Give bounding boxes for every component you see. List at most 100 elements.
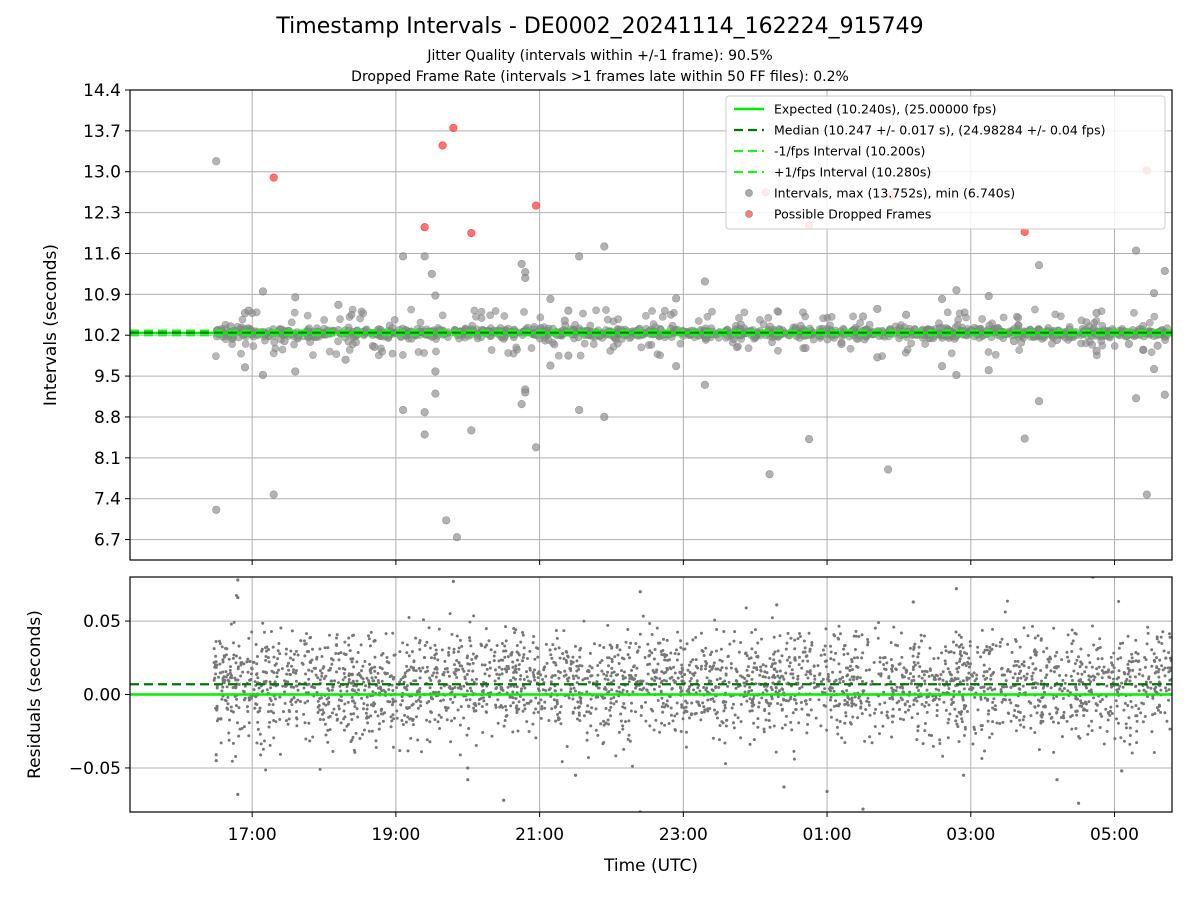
residual-point bbox=[783, 723, 787, 727]
residual-point bbox=[1116, 657, 1120, 661]
residual-point bbox=[337, 707, 341, 711]
residual-point bbox=[968, 644, 972, 648]
residual-point bbox=[891, 689, 895, 693]
residual-point bbox=[618, 648, 622, 652]
residual-point bbox=[960, 717, 964, 721]
residual-point bbox=[1022, 664, 1026, 668]
residual-point bbox=[708, 665, 712, 669]
residual-point bbox=[483, 672, 487, 676]
residual-point bbox=[1088, 661, 1092, 665]
residual-point bbox=[481, 696, 485, 700]
residual-point bbox=[1127, 716, 1131, 720]
residual-point bbox=[403, 675, 407, 679]
residual-point bbox=[688, 670, 692, 674]
interval-outlier-point bbox=[1153, 341, 1162, 350]
residual-point bbox=[1018, 711, 1022, 715]
residual-point bbox=[808, 647, 812, 651]
residual-point bbox=[991, 706, 995, 710]
residual-point bbox=[543, 665, 547, 669]
residual-point bbox=[238, 656, 242, 660]
residual-point bbox=[519, 689, 523, 693]
residual-point bbox=[619, 719, 623, 723]
residual-point bbox=[703, 708, 707, 712]
interval-outlier-point bbox=[258, 370, 268, 380]
residual-point bbox=[248, 697, 252, 701]
residual-point bbox=[330, 679, 334, 683]
residual-point bbox=[683, 709, 687, 713]
interval-outlier-point bbox=[560, 316, 569, 325]
residual-point bbox=[670, 687, 674, 691]
residual-point bbox=[264, 679, 268, 683]
residual-point bbox=[1147, 675, 1151, 679]
residual-point bbox=[1018, 645, 1022, 649]
residual-point bbox=[578, 719, 582, 723]
residual-point bbox=[515, 704, 519, 708]
residual-point bbox=[681, 717, 685, 721]
residual-point bbox=[900, 655, 904, 659]
residual-point bbox=[669, 667, 673, 671]
residual-point bbox=[1150, 730, 1154, 734]
residual-point bbox=[1047, 660, 1051, 664]
dropped-frame-point bbox=[449, 123, 458, 133]
residual-point bbox=[780, 708, 784, 712]
residual-point bbox=[1150, 713, 1154, 717]
residual-point bbox=[626, 737, 630, 741]
residual-point bbox=[829, 689, 833, 693]
residual-point bbox=[448, 612, 452, 616]
residual-point bbox=[278, 652, 282, 656]
residual-point bbox=[1096, 646, 1100, 650]
residual-point bbox=[646, 642, 650, 646]
interval-point bbox=[332, 350, 341, 359]
residual-point bbox=[551, 674, 555, 678]
residual-outlier-point bbox=[451, 579, 455, 584]
residual-point bbox=[1152, 751, 1156, 755]
residual-point bbox=[1033, 667, 1037, 671]
residual-point bbox=[322, 677, 326, 681]
residual-point bbox=[767, 704, 771, 708]
interval-outlier-point bbox=[431, 367, 440, 376]
residual-point bbox=[569, 662, 573, 666]
interval-outlier-point bbox=[672, 362, 681, 371]
interval-point bbox=[1150, 312, 1159, 321]
residual-point bbox=[661, 710, 665, 714]
residual-point bbox=[1035, 650, 1039, 654]
residual-point bbox=[800, 685, 804, 689]
residual-point bbox=[392, 653, 396, 657]
residual-point bbox=[335, 717, 339, 721]
interval-point bbox=[398, 351, 407, 359]
residual-point bbox=[793, 638, 797, 642]
residual-point bbox=[1084, 700, 1088, 704]
residual-point bbox=[1130, 652, 1134, 656]
residual-point bbox=[805, 654, 809, 658]
residual-point bbox=[224, 653, 228, 657]
residual-point bbox=[1112, 651, 1116, 655]
residual-point bbox=[480, 663, 484, 667]
residual-point bbox=[864, 707, 868, 711]
residual-point bbox=[451, 687, 455, 691]
residual-point bbox=[544, 688, 548, 692]
residual-point bbox=[485, 710, 489, 714]
residual-point bbox=[748, 709, 752, 713]
residual-point bbox=[307, 721, 311, 725]
residual-point bbox=[322, 718, 326, 722]
interval-point bbox=[241, 340, 250, 348]
interval-point bbox=[756, 316, 764, 324]
residual-point bbox=[982, 674, 986, 678]
residual-point bbox=[489, 648, 493, 652]
residual-point bbox=[565, 661, 569, 665]
residual-point bbox=[1149, 686, 1153, 690]
residual-point bbox=[283, 701, 287, 705]
residual-point bbox=[1031, 671, 1035, 675]
residual-point bbox=[430, 674, 434, 678]
residual-point bbox=[502, 724, 506, 728]
residual-point bbox=[350, 738, 354, 742]
residual-point bbox=[922, 673, 926, 677]
residual-point bbox=[1031, 624, 1035, 628]
residual-point bbox=[285, 672, 289, 676]
residual-point bbox=[890, 686, 894, 690]
interval-point bbox=[666, 310, 675, 319]
residual-point bbox=[712, 661, 716, 665]
residual-point bbox=[407, 616, 411, 620]
residual-point bbox=[998, 644, 1002, 648]
residual-point bbox=[1134, 659, 1138, 663]
